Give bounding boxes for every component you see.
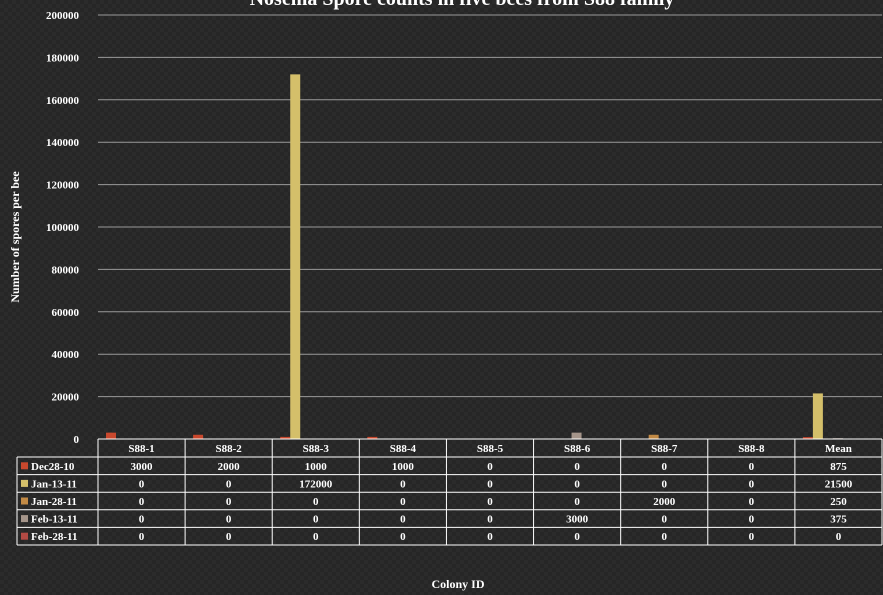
- table-value: 0: [226, 496, 232, 508]
- bars: [106, 74, 843, 440]
- table-value: 0: [661, 461, 667, 473]
- y-tick-label: 20000: [52, 392, 80, 404]
- table-value: 250: [830, 496, 847, 508]
- table-value: 1000: [392, 461, 415, 473]
- table-value: 0: [400, 514, 406, 526]
- table-value: 2000: [653, 496, 676, 508]
- table-value: 0: [313, 496, 319, 508]
- legend-label: Dec28-10: [31, 461, 75, 473]
- y-tick-label: 180000: [46, 52, 80, 64]
- bar: [802, 437, 813, 439]
- bar: [812, 393, 823, 439]
- table-value: 0: [574, 496, 580, 508]
- legend-key: [21, 497, 28, 505]
- table-value: 0: [487, 531, 493, 543]
- table-value: 0: [139, 496, 145, 508]
- table-value: 0: [749, 496, 755, 508]
- table-value: 0: [313, 514, 319, 526]
- legend-label: Jan-28-11: [31, 496, 77, 508]
- table-value: 0: [749, 461, 755, 473]
- bar: [106, 432, 116, 439]
- table-value: 0: [749, 531, 755, 543]
- table-value: 0: [661, 531, 667, 543]
- table-category-label: S88-5: [477, 443, 504, 455]
- table-category-label: S88-1: [128, 443, 154, 455]
- table-value: 0: [226, 478, 232, 490]
- y-tick-label: 140000: [46, 137, 80, 149]
- legend-key: [21, 515, 28, 523]
- legend-key: [21, 479, 28, 487]
- table-value: 0: [487, 514, 493, 526]
- table-value: 21500: [825, 478, 853, 490]
- y-tick-label: 80000: [52, 264, 80, 276]
- table-category-label: S88-3: [303, 443, 330, 455]
- table-category-label: S88-4: [390, 443, 417, 455]
- data-table: S88-1 S88-2 S88-3 S88-4 S88-5 S88-6 S88-7 S88-8…: [16, 438, 883, 546]
- table-value: 0: [661, 478, 667, 490]
- table-category-label: Mean: [825, 443, 852, 455]
- table-value: 0: [749, 478, 755, 490]
- table-value: 0: [400, 496, 406, 508]
- table-category-label: S88-8: [738, 443, 765, 455]
- table-value: 0: [139, 514, 145, 526]
- legend-key: [21, 532, 28, 540]
- bar: [290, 74, 301, 440]
- bar: [571, 432, 582, 439]
- y-tick-label: 100000: [46, 222, 80, 234]
- y-tick-label: 40000: [52, 349, 80, 361]
- table-value: 2000: [218, 461, 241, 473]
- table-value: 3000: [131, 461, 154, 473]
- table-value: 0: [139, 478, 145, 490]
- table-value: 0: [400, 531, 406, 543]
- y-axis-label: Number of spores per bee: [8, 171, 22, 303]
- table-value: 0: [574, 478, 580, 490]
- legend-key: [21, 462, 28, 470]
- table-value: 0: [400, 478, 406, 490]
- table-value: 0: [226, 514, 232, 526]
- table-category-label: S88-6: [564, 443, 591, 455]
- bar: [193, 434, 204, 439]
- table-value: 0: [487, 478, 493, 490]
- table-value: 0: [661, 514, 667, 526]
- legend-label: Feb-13-11: [31, 514, 77, 526]
- chart-title: Nosema Spore counts in five bees from S8…: [250, 0, 675, 10]
- bar: [648, 434, 659, 439]
- bar: [280, 436, 291, 439]
- legend-label: Feb-28-11: [31, 531, 77, 543]
- table-category-label: S88-7: [651, 443, 678, 455]
- table-value: 3000: [566, 514, 589, 526]
- table-value: 0: [836, 531, 842, 543]
- table-category-label: S88-2: [216, 443, 243, 455]
- table-value: 172000: [299, 478, 333, 490]
- table-value: 0: [313, 531, 319, 543]
- table-value: 0: [226, 531, 232, 543]
- y-tick-label: 160000: [46, 95, 80, 107]
- y-tick-label: 200000: [46, 10, 80, 22]
- table-value: 375: [830, 514, 847, 526]
- table-value: 0: [139, 531, 145, 543]
- table-value: 1000: [305, 461, 328, 473]
- y-tick-label: 120000: [46, 180, 80, 192]
- table-value: 0: [574, 461, 580, 473]
- bar: [367, 436, 378, 439]
- y-axis-ticks: 0 20000 40000 60000 80000 100000 120000 140000 1…: [46, 10, 80, 446]
- table-value: 0: [749, 514, 755, 526]
- y-tick-label: 60000: [52, 307, 80, 319]
- table-value: 875: [830, 461, 847, 473]
- legend-label: Jan-13-11: [31, 478, 77, 490]
- table-value: 0: [487, 496, 493, 508]
- table-value: 0: [487, 461, 493, 473]
- gridlines: [98, 14, 882, 440]
- y-tick-label: 0: [74, 434, 80, 446]
- table-value: 0: [574, 531, 580, 543]
- x-axis-label: Colony ID: [431, 577, 484, 591]
